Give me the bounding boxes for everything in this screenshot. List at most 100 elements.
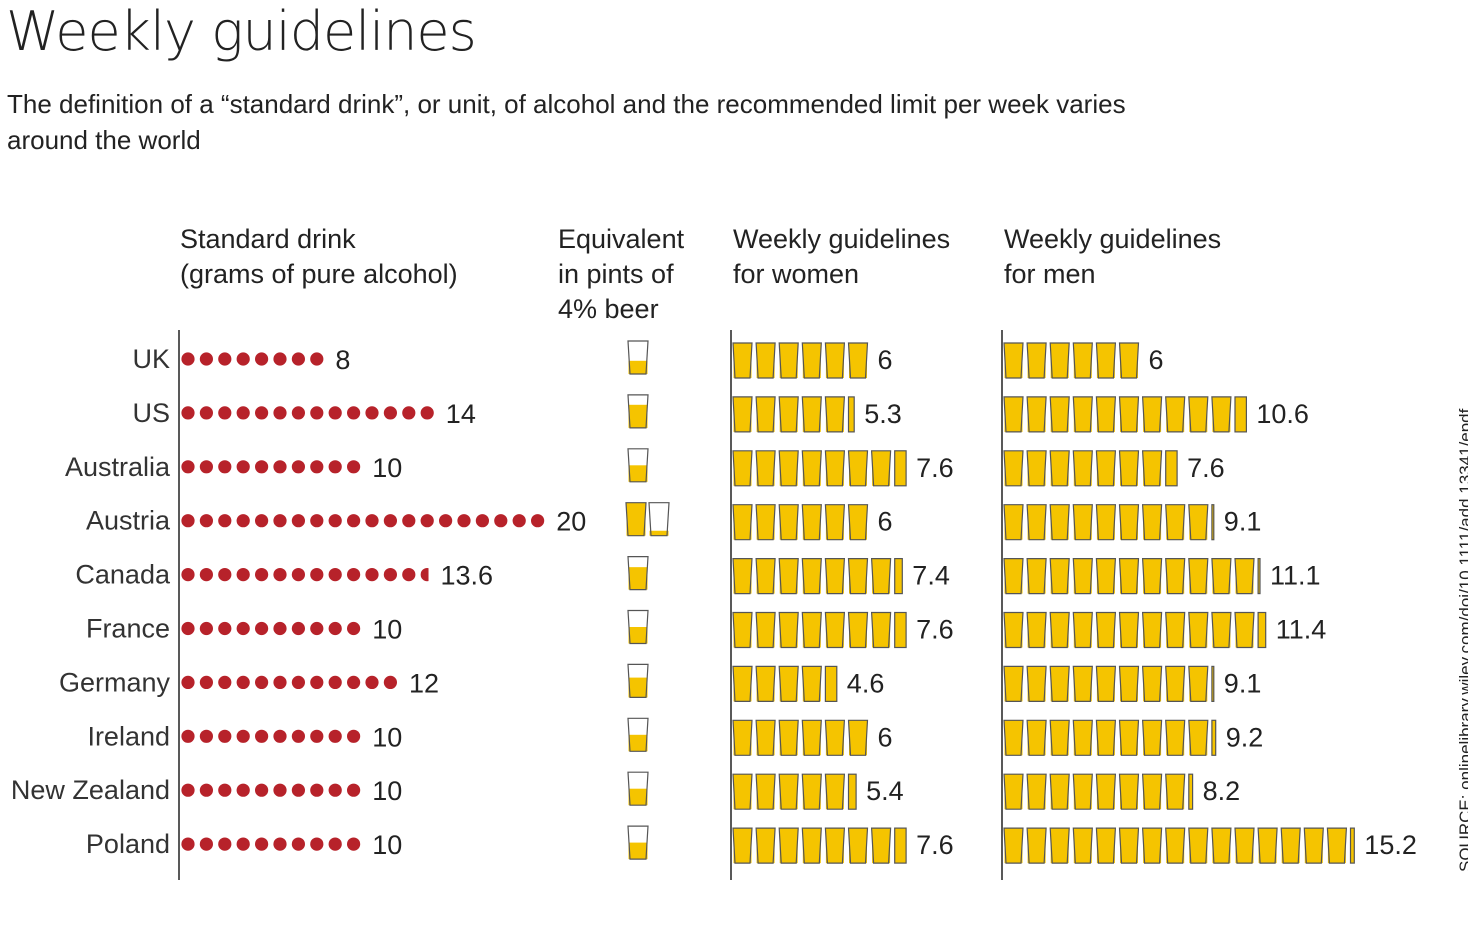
- glass-outline: [755, 611, 776, 649]
- men-glass: [1188, 611, 1209, 649]
- glass-outline: [824, 558, 846, 595]
- women-glass: [824, 611, 846, 649]
- glass-outline: [755, 342, 776, 379]
- beer-fill: [1143, 666, 1162, 702]
- standard-drink-dot: [199, 568, 213, 582]
- men-glass: [1072, 719, 1093, 756]
- men-glass: [1003, 558, 1024, 595]
- glass-outline: [1003, 827, 1024, 864]
- standard-drink-dot: [310, 352, 324, 366]
- beer-fill: [1120, 558, 1138, 594]
- beer-fill: [1235, 828, 1254, 864]
- men-glass-partial: [1257, 557, 1261, 595]
- men-glass: [1072, 504, 1093, 541]
- glass-outline: [1141, 450, 1163, 487]
- women-glass: [755, 396, 776, 433]
- beer-fill: [1143, 720, 1162, 756]
- women-glass: [778, 827, 799, 864]
- women-value-label: 6: [878, 507, 893, 537]
- glass-outline: [1003, 342, 1024, 379]
- beer-fill: [1073, 396, 1092, 432]
- standard-drink-dot: [402, 406, 416, 420]
- beer-fill: [1096, 558, 1115, 594]
- beer-fill: [1027, 558, 1046, 594]
- glass-outline: [732, 450, 753, 487]
- beer-fill: [779, 343, 798, 378]
- standard-drink-dot: [236, 621, 250, 636]
- glass-outline: [1211, 396, 1232, 433]
- beer-fill: [825, 720, 844, 756]
- beer-fill: [847, 773, 857, 810]
- pint-equivalent-glass: [625, 502, 647, 537]
- beer-fill: [1189, 396, 1208, 432]
- women-glass: [801, 450, 822, 487]
- men-glass-partial: [1349, 827, 1355, 864]
- standard-drink-dot: [328, 675, 342, 690]
- beer-fill: [802, 504, 821, 540]
- glass-outline: [1049, 396, 1070, 433]
- women-glass: [824, 558, 846, 595]
- men-glass: [1095, 665, 1117, 702]
- glass-outline: [801, 611, 822, 649]
- pint-equivalent-glass: [627, 771, 649, 806]
- men-glass: [1049, 719, 1070, 756]
- standard-drink-dot: [291, 514, 305, 528]
- men-glass: [1049, 773, 1070, 810]
- beer-fill: [1143, 828, 1162, 864]
- beer-fill: [1143, 612, 1162, 648]
- glass-outline: [1095, 773, 1117, 810]
- men-glass: [1141, 827, 1163, 864]
- glass-outline: [1188, 665, 1209, 702]
- glass-outline: [1141, 611, 1163, 649]
- beer-fill: [733, 343, 752, 378]
- women-value-label: 7.6: [916, 615, 954, 645]
- glass-outline: [778, 450, 799, 487]
- beer-fill: [802, 396, 821, 432]
- standard-drink-dot: [512, 514, 526, 528]
- beer-fill: [1096, 450, 1115, 486]
- standard-drink-dot: [181, 352, 195, 366]
- men-glass: [1003, 665, 1024, 702]
- beer-fill: [628, 677, 648, 698]
- beer-fill: [1096, 720, 1115, 756]
- standard-drink-dot: [273, 675, 287, 690]
- glass-outline: [801, 827, 822, 864]
- glass-outline: [755, 773, 776, 810]
- women-glass: [755, 827, 776, 864]
- standard-drink-value-label: 8: [335, 345, 350, 375]
- glass-outline: [1095, 665, 1117, 702]
- standard-drink-dot: [236, 783, 250, 797]
- beer-fill: [1143, 504, 1162, 540]
- beer-fill: [1096, 666, 1115, 702]
- women-glass: [870, 450, 892, 487]
- standard-drink-dot: [273, 621, 287, 636]
- men-glass: [1049, 665, 1070, 702]
- men-glass: [1165, 611, 1186, 649]
- beer-fill: [733, 504, 752, 540]
- standard-drink-dot: [218, 406, 232, 420]
- standard-drink-dot: [273, 406, 287, 420]
- beer-fill: [1258, 828, 1277, 864]
- men-glass: [1141, 396, 1163, 433]
- beer-fill: [1212, 828, 1231, 864]
- glass-outline: [1072, 827, 1093, 864]
- glass-outline: [1326, 827, 1348, 864]
- beer-fill: [779, 774, 798, 810]
- pint-equivalent-glass: [627, 340, 649, 375]
- standard-drink-dot: [328, 406, 342, 420]
- standard-drink-dot: [181, 406, 195, 420]
- glass-outline: [1141, 719, 1163, 756]
- country-label: New Zealand: [11, 775, 170, 805]
- glass-outline: [732, 558, 753, 595]
- beer-fill: [1212, 612, 1231, 648]
- glass-outline: [1211, 827, 1232, 864]
- men-glass: [1072, 450, 1093, 487]
- standard-drink-dot: [255, 352, 269, 366]
- pint-equivalent-glass: [627, 448, 649, 483]
- standard-drink-dot: [291, 460, 305, 474]
- glass-outline: [1118, 665, 1140, 702]
- beer-fill: [1166, 720, 1185, 756]
- beer-fill: [1073, 720, 1092, 756]
- beer-fill: [1073, 612, 1092, 648]
- men-glass: [1118, 396, 1140, 433]
